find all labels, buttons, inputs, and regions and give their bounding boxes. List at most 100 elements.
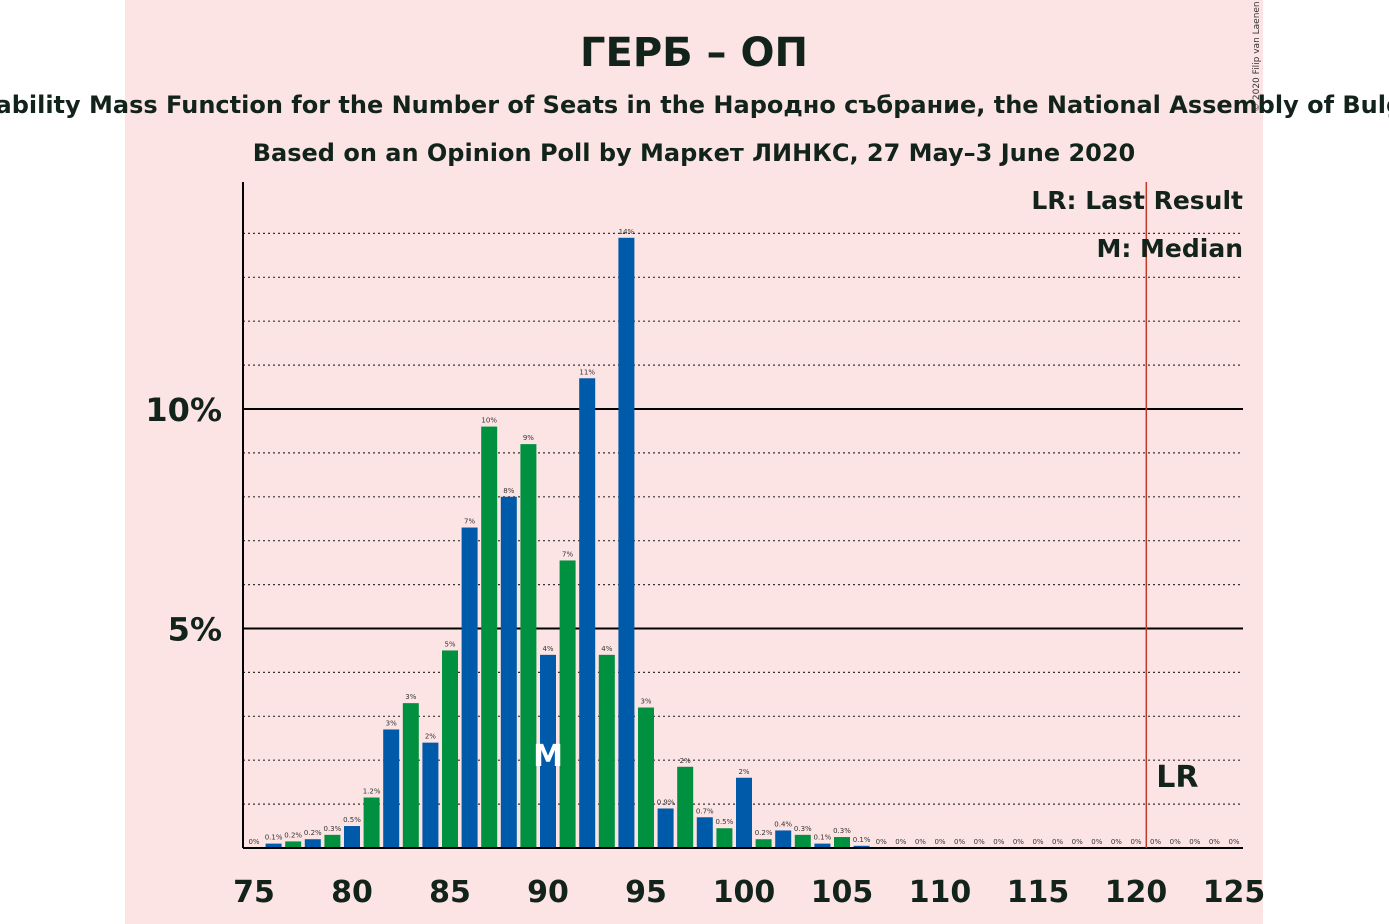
median-marker: M xyxy=(533,739,563,774)
bar-label-109: 0% xyxy=(915,838,926,846)
bar-label-110: 0% xyxy=(934,838,945,846)
bar-79 xyxy=(324,834,341,848)
copyright: © 2020 Filip van Laenen xyxy=(1252,1,1262,112)
bar-label-76: 0.1% xyxy=(265,834,283,842)
bar-label-94: 14% xyxy=(619,228,635,236)
bar-95 xyxy=(638,707,654,848)
bar-label-106: 0.1% xyxy=(853,836,871,844)
x-tick-100: 100 xyxy=(713,875,776,910)
bar-92 xyxy=(579,378,596,848)
bar-label-84: 2% xyxy=(425,733,436,741)
y-tick-labels: 5% 10% xyxy=(145,391,222,649)
bar-label-77: 0.2% xyxy=(284,831,302,839)
bar-77 xyxy=(285,841,302,848)
bar-label-104: 0.1% xyxy=(814,834,832,842)
x-tick-85: 85 xyxy=(429,875,471,910)
bar-label-114: 0% xyxy=(1013,838,1024,846)
chart-title: ГЕРБ – ОП xyxy=(580,30,808,76)
bar-91 xyxy=(559,560,576,848)
x-tick-90: 90 xyxy=(527,875,569,910)
x-tick-125: 125 xyxy=(1203,875,1266,910)
bar-label-79: 0.3% xyxy=(324,825,342,833)
bar-label-107: 0% xyxy=(876,838,887,846)
bar-label-89: 9% xyxy=(523,434,534,442)
bar-label-113: 0% xyxy=(993,838,1004,846)
legend-last-result: LR: Last Result xyxy=(1031,186,1243,215)
bar-label-117: 0% xyxy=(1072,838,1083,846)
bar-label-102: 0.4% xyxy=(774,820,792,828)
x-tick-labels: 75 80 85 90 95 100 105 110 115 120 125 xyxy=(233,875,1265,910)
bar-86 xyxy=(461,527,478,848)
bar-label-87: 10% xyxy=(481,417,497,425)
bar-80 xyxy=(344,826,360,848)
bar-label-91: 7% xyxy=(562,550,573,558)
bar-label-101: 0.2% xyxy=(755,829,773,837)
bars xyxy=(265,237,870,849)
bar-label-115: 0% xyxy=(1032,838,1043,846)
bar-81 xyxy=(363,797,380,848)
bar-label-85: 5% xyxy=(444,640,455,648)
bar-label-95: 3% xyxy=(640,698,651,706)
x-tick-75: 75 xyxy=(233,875,275,910)
x-tick-105: 105 xyxy=(811,875,874,910)
bar-label-121: 0% xyxy=(1150,838,1161,846)
bar-99 xyxy=(716,828,733,848)
bar-label-120: 0% xyxy=(1130,838,1141,846)
bar-96 xyxy=(657,808,674,848)
bar-97 xyxy=(677,766,694,848)
bar-102 xyxy=(775,830,792,848)
bar-label-86: 7% xyxy=(464,518,475,526)
x-tick-95: 95 xyxy=(625,875,667,910)
markers: M LR xyxy=(533,182,1199,848)
bar-label-105: 0.3% xyxy=(833,827,851,835)
bar-78 xyxy=(304,839,321,848)
bar-94 xyxy=(618,237,635,849)
bar-label-97: 2% xyxy=(680,757,691,765)
bar-label-99: 0.5% xyxy=(716,818,734,826)
bar-89 xyxy=(520,444,537,848)
chart-subtitle: Probability Mass Function for the Number… xyxy=(0,91,1389,119)
bar-label-93: 4% xyxy=(601,645,612,653)
bar-label-124: 0% xyxy=(1209,838,1220,846)
chart-background xyxy=(125,0,1263,924)
bar-76 xyxy=(265,843,282,848)
bar-label-111: 0% xyxy=(954,838,965,846)
bar-label-90: 4% xyxy=(542,645,553,653)
y-tick-10: 10% xyxy=(145,391,222,429)
bar-label-82: 3% xyxy=(386,719,397,727)
bar-label-112: 0% xyxy=(974,838,985,846)
chart-source: Based on an Opinion Poll by Маркет ЛИНКС… xyxy=(253,139,1136,167)
bar-label-118: 0% xyxy=(1091,838,1102,846)
bar-93 xyxy=(598,654,615,848)
bar-label-100: 2% xyxy=(738,768,749,776)
axes xyxy=(242,182,1243,849)
bar-label-116: 0% xyxy=(1052,838,1063,846)
bar-label-119: 0% xyxy=(1111,838,1122,846)
bar-87 xyxy=(481,426,498,848)
y-tick-5: 5% xyxy=(168,611,222,649)
bar-85 xyxy=(442,650,458,848)
bar-88 xyxy=(500,496,517,848)
bar-label-123: 0% xyxy=(1189,838,1200,846)
x-tick-110: 110 xyxy=(909,875,972,910)
bar-label-78: 0.2% xyxy=(304,829,322,837)
bar-label-103: 0.3% xyxy=(794,825,812,833)
bar-100 xyxy=(736,777,752,848)
bar-label-125: 0% xyxy=(1228,838,1239,846)
bar-label-88: 8% xyxy=(503,487,514,495)
bar-83 xyxy=(402,703,419,848)
bar-label-96: 0.9% xyxy=(657,798,675,806)
bar-84 xyxy=(422,742,439,848)
bar-label-75: 0% xyxy=(248,838,259,846)
bar-label-81: 1.2% xyxy=(363,788,381,796)
bar-label-80: 0.5% xyxy=(343,816,361,824)
bar-labels: 0%0.1% 0.2% 0.2%0.3%0.5%1.2%3%3%2%5%7%10%8… xyxy=(248,228,1239,846)
bar-90 xyxy=(540,654,556,848)
bar-label-98: 0.7% xyxy=(696,807,714,815)
bar-104 xyxy=(814,843,831,848)
x-tick-80: 80 xyxy=(331,875,373,910)
bar-103 xyxy=(794,834,811,848)
bar-105 xyxy=(834,837,850,848)
bar-label-108: 0% xyxy=(895,838,906,846)
